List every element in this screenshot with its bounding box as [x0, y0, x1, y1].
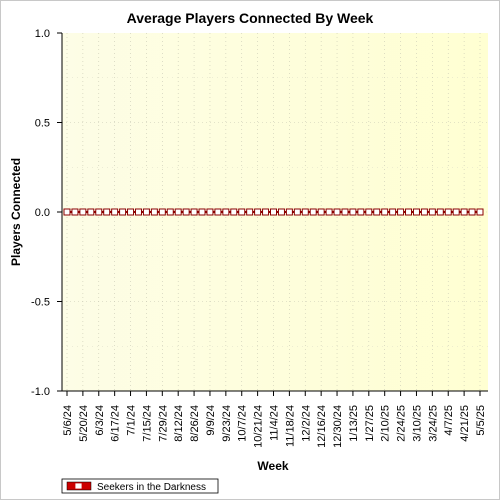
data-point — [381, 208, 389, 216]
data-point — [142, 208, 150, 216]
data-point — [150, 208, 158, 216]
x-tick-label: 12/16/24 — [316, 405, 328, 448]
data-point — [190, 208, 198, 216]
data-point — [436, 208, 444, 216]
x-tick-label: 6/3/24 — [94, 405, 106, 436]
y-axis-ticks: 1.0 0.5 0.0 -0.5 -1.0 — [31, 28, 62, 398]
data-point — [476, 208, 484, 216]
data-point — [198, 208, 206, 216]
data-point — [468, 208, 476, 216]
x-tick-label: 3/10/25 — [411, 405, 423, 442]
data-point — [277, 208, 285, 216]
x-tick-label: 3/24/25 — [427, 405, 439, 442]
data-point — [262, 208, 270, 216]
data-point — [103, 208, 111, 216]
data-point — [428, 208, 436, 216]
data-point — [222, 208, 230, 216]
x-tick-label: 12/2/24 — [300, 405, 312, 442]
data-point — [420, 208, 428, 216]
x-tick-label: 7/15/24 — [141, 405, 153, 442]
data-point — [158, 208, 166, 216]
x-axis-ticks: 5/6/24 5/20/24 6/3/24 6/17/24 7/1/24 7/15/24 7… — [62, 391, 487, 448]
x-tick-label: 7/29/24 — [157, 405, 169, 442]
data-point — [79, 208, 87, 216]
data-point — [412, 208, 420, 216]
data-point — [405, 208, 413, 216]
data-point — [111, 208, 119, 216]
data-point — [119, 208, 127, 216]
data-point — [389, 208, 397, 216]
data-point — [357, 208, 365, 216]
data-point — [325, 208, 333, 216]
chart-title: Average Players Connected By Week — [127, 10, 374, 26]
x-tick-label: 5/5/25 — [475, 405, 487, 436]
x-tick-label: 9/23/24 — [221, 405, 233, 442]
x-tick-label: 10/21/24 — [253, 405, 265, 448]
x-tick-label: 11/18/24 — [284, 405, 296, 447]
x-tick-label: 1/27/25 — [364, 405, 376, 442]
data-point — [254, 208, 262, 216]
x-tick-label: 5/20/24 — [78, 405, 90, 442]
x-tick-label: 12/30/24 — [332, 405, 344, 448]
x-tick-label: 6/17/24 — [110, 405, 122, 442]
x-tick-label: 11/4/24 — [269, 405, 281, 441]
data-point — [444, 208, 452, 216]
data-point — [317, 208, 325, 216]
data-point — [309, 208, 317, 216]
data-point — [246, 208, 254, 216]
x-tick-label: 8/26/24 — [189, 405, 201, 442]
data-point — [285, 208, 293, 216]
x-tick-label: 1/13/25 — [348, 405, 360, 442]
legend-marker — [74, 482, 83, 490]
data-point — [293, 208, 301, 216]
y-tick-label: 1.0 — [35, 28, 50, 40]
data-point — [182, 208, 190, 216]
x-tick-label: 4/7/25 — [443, 405, 455, 436]
series-seekers — [63, 208, 484, 216]
data-point — [301, 208, 309, 216]
legend: Seekers in the Darkness — [61, 478, 219, 494]
data-point — [63, 208, 71, 216]
x-tick-label: 8/12/24 — [173, 405, 185, 442]
data-point — [460, 208, 468, 216]
x-tick-label: 9/9/24 — [205, 405, 217, 436]
x-tick-label: 2/24/25 — [396, 405, 408, 442]
x-tick-label: 5/6/24 — [62, 405, 74, 436]
x-tick-label: 2/10/25 — [380, 405, 392, 442]
data-point — [270, 208, 277, 216]
data-point — [87, 208, 95, 216]
data-point — [95, 208, 103, 216]
y-tick-label: 0.0 — [35, 207, 50, 219]
data-point — [166, 208, 174, 216]
data-point — [333, 208, 341, 216]
data-point — [134, 208, 142, 216]
data-point — [349, 208, 357, 216]
y-axis-label: Players Connected — [9, 158, 23, 266]
x-tick-label: 4/21/25 — [459, 405, 471, 442]
x-tick-label: 7/1/24 — [126, 405, 138, 436]
data-point — [341, 208, 349, 216]
data-point — [71, 208, 79, 216]
y-tick-label: 0.5 — [35, 118, 50, 130]
x-axis-label: Week — [257, 459, 288, 473]
x-tick-label: 10/7/24 — [237, 405, 249, 442]
data-point — [452, 208, 460, 216]
data-point — [365, 208, 373, 216]
data-point — [397, 208, 405, 216]
data-point — [373, 208, 381, 216]
data-point — [238, 208, 246, 216]
legend-label: Seekers in the Darkness — [97, 482, 206, 493]
data-point — [174, 208, 182, 216]
y-tick-label: -1.0 — [31, 386, 50, 398]
data-point — [214, 208, 222, 216]
data-point — [206, 208, 214, 216]
legend-box — [61, 478, 219, 494]
y-tick-label: -0.5 — [31, 297, 50, 309]
data-point — [230, 208, 238, 216]
data-point — [127, 208, 135, 216]
